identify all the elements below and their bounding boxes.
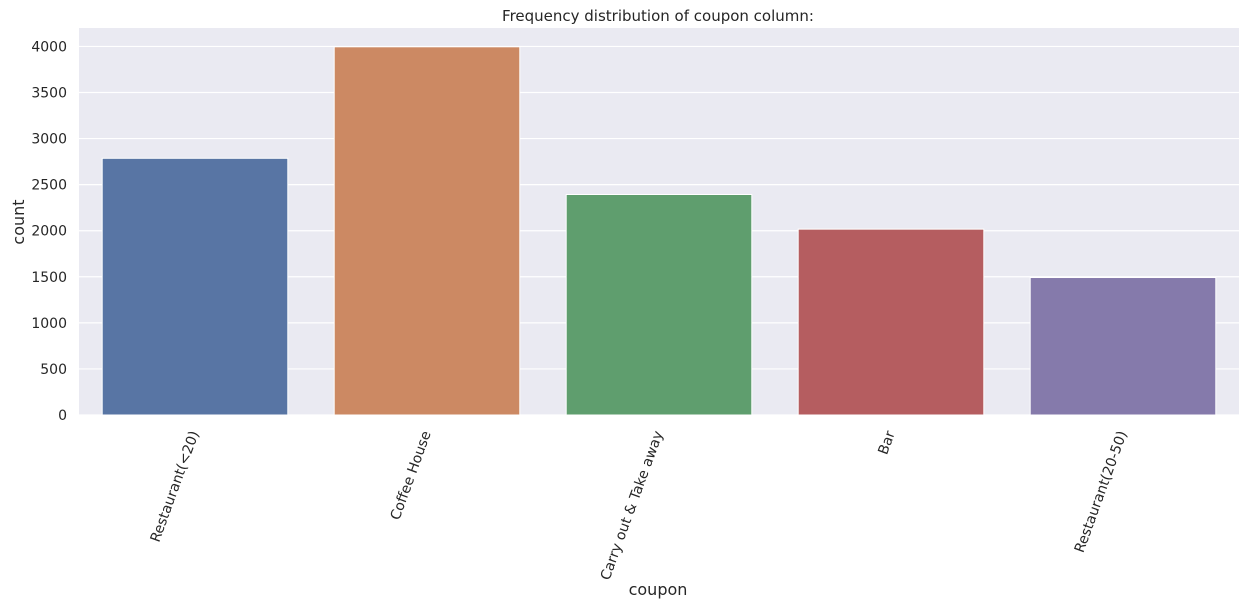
bar <box>797 228 985 416</box>
y-axis-label: count <box>9 199 28 244</box>
x-tick-label: Restaurant(20-50) <box>1072 429 1131 555</box>
y-tick-label: 1500 <box>31 270 67 286</box>
bar <box>333 46 521 416</box>
y-tick-labels: 0 500 1000 1500 2000 2500 3000 3500 4000 <box>31 39 67 424</box>
bar <box>565 194 753 416</box>
y-tick-label: 0 <box>58 408 67 424</box>
bar <box>101 157 289 416</box>
y-tick-label: 500 <box>40 362 67 378</box>
y-tick-label: 3500 <box>31 86 67 102</box>
x-tick-label: Coffee House <box>388 429 435 522</box>
y-tick-label: 2500 <box>31 178 67 194</box>
bar <box>1029 277 1217 416</box>
bars <box>101 46 1217 416</box>
x-tick-label: Bar <box>876 429 899 457</box>
x-tick-label: Carry out & Take away <box>598 429 667 582</box>
x-axis-label: coupon <box>629 580 688 599</box>
y-tick-label: 4000 <box>31 39 67 55</box>
x-tick-labels: Restaurant(<20) Coffee House Carry out & T… <box>148 429 1131 583</box>
y-tick-label: 1000 <box>31 316 67 332</box>
y-tick-label: 2000 <box>31 224 67 240</box>
y-tick-label: 3000 <box>31 132 67 148</box>
chart-title: Frequency distribution of coupon column: <box>502 7 814 25</box>
x-tick-label: Restaurant(<20) <box>148 429 203 545</box>
